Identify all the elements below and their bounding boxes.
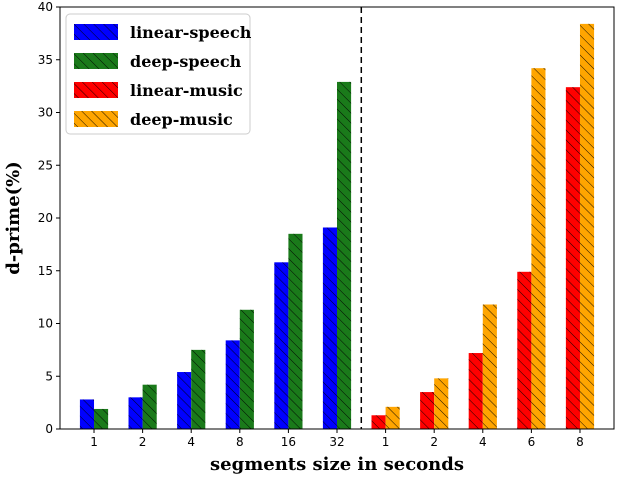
bar-hatch xyxy=(531,68,546,429)
legend-label: linear-speech xyxy=(130,23,252,42)
y-tick-label: 30 xyxy=(38,106,53,120)
y-tick-label: 25 xyxy=(38,158,53,172)
legend-box xyxy=(65,13,251,135)
x-tick-label: 32 xyxy=(329,435,344,449)
bar-hatch xyxy=(225,340,240,429)
legend: linear-speech deep-speech linear-music deep… xyxy=(65,13,252,135)
bars-layer xyxy=(79,23,595,430)
y-axis-title: d-prime(%) xyxy=(3,161,24,275)
x-tick-label: 16 xyxy=(281,435,296,449)
x-tick-label: 2 xyxy=(139,435,147,449)
legend-label: deep-speech xyxy=(130,52,242,71)
bar-hatch xyxy=(142,384,157,429)
bar-hatch xyxy=(337,81,352,429)
bar-hatch xyxy=(322,227,337,429)
bar-hatch xyxy=(579,23,595,429)
x-tick-label: 4 xyxy=(479,435,487,449)
legend-swatch-hatch xyxy=(74,24,118,40)
bar-hatch xyxy=(94,408,109,429)
y-tick-label: 20 xyxy=(38,211,53,225)
y-tick-label: 0 xyxy=(45,422,53,436)
x-axis-title: segments size in seconds xyxy=(210,454,464,475)
legend-label: linear-music xyxy=(130,81,243,100)
bar-hatch xyxy=(517,271,532,429)
y-tick-label: 15 xyxy=(38,264,53,278)
x-tick-label: 2 xyxy=(430,435,438,449)
y-tick-label: 10 xyxy=(38,317,53,331)
legend-label: deep-music xyxy=(130,110,233,129)
legend-swatch-hatch xyxy=(74,53,118,69)
x-tick-label: 8 xyxy=(576,435,584,449)
bar-hatch xyxy=(288,233,303,429)
bar-hatch xyxy=(79,399,95,429)
bar-hatch xyxy=(468,353,483,429)
bar-hatch xyxy=(371,415,386,429)
bar-hatch xyxy=(420,392,435,429)
bar-hatch xyxy=(128,397,143,429)
x-tick-label: 6 xyxy=(528,435,536,449)
y-tick-label: 40 xyxy=(38,0,53,14)
bar-hatch xyxy=(274,262,289,429)
bar-hatch xyxy=(191,349,206,429)
x-tick-label: 4 xyxy=(187,435,195,449)
x-tick-label: 1 xyxy=(382,435,390,449)
bar-hatch xyxy=(482,304,497,429)
legend-swatch-hatch xyxy=(74,82,118,98)
bar-hatch xyxy=(177,372,192,429)
x-tick-label: 8 xyxy=(236,435,244,449)
bar-hatch xyxy=(385,406,400,429)
y-tick-label: 5 xyxy=(45,369,53,383)
bar-hatch xyxy=(565,87,580,430)
y-tick-label: 35 xyxy=(38,53,53,67)
x-axis: 1 2 4 8 16 32 1 2 4 6 8 xyxy=(90,429,584,449)
y-axis: 0 5 10 15 20 25 30 35 40 xyxy=(38,0,60,436)
bar-hatch xyxy=(434,378,449,429)
bar-hatch xyxy=(239,309,254,429)
legend-swatch-hatch xyxy=(74,111,118,127)
x-tick-label: 1 xyxy=(90,435,98,449)
